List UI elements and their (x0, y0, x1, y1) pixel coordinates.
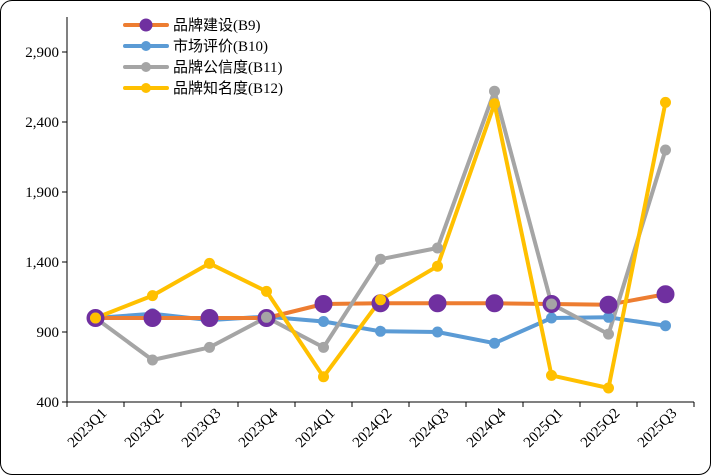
data-point (375, 253, 386, 265)
data-point (318, 341, 329, 353)
y-tick-label: 1,400 (25, 255, 59, 271)
x-tick-label: 2023Q3 (179, 406, 224, 451)
data-point (432, 242, 443, 254)
x-tick-label: 2024Q4 (464, 405, 510, 451)
data-point (489, 337, 500, 349)
legend-label: 品牌公信度(B11) (173, 59, 282, 76)
y-tick-label: 900 (37, 325, 60, 341)
data-point (200, 309, 219, 327)
data-point (204, 257, 215, 269)
data-point (489, 85, 500, 97)
legend-label: 市场评价(B10) (173, 38, 268, 55)
data-point (90, 312, 101, 324)
y-tick-label: 400 (37, 395, 60, 411)
series-line-3 (93, 100, 668, 390)
x-tick-label: 2023Q1 (65, 406, 110, 451)
x-tick-label: 2025Q1 (521, 406, 566, 451)
data-point (318, 316, 329, 327)
legend-marker (141, 41, 151, 51)
data-point (428, 294, 447, 313)
data-point (660, 320, 671, 332)
legend: 品牌建设(B9) 市场评价(B10) 品牌公信度(B11) 品牌知名度(B12) (123, 17, 283, 97)
data-point (489, 98, 500, 110)
data-point (546, 298, 557, 310)
data-point (599, 295, 618, 314)
legend-marker (139, 18, 153, 32)
series-markers (86, 85, 675, 394)
data-point (660, 96, 671, 108)
data-point (204, 341, 215, 353)
data-point (432, 260, 443, 272)
data-point (314, 295, 333, 313)
y-tick-label: 1,900 (25, 185, 59, 201)
legend-marker (141, 83, 151, 93)
data-point (603, 311, 614, 323)
legend-label: 品牌知名度(B12) (173, 80, 283, 97)
data-point (603, 382, 614, 394)
data-point (375, 294, 386, 306)
y-tick-label: 2,900 (25, 45, 59, 61)
x-tick-label: 2024Q1 (293, 406, 338, 451)
data-point (375, 325, 386, 337)
x-tick-label: 2023Q4 (236, 405, 282, 451)
y-tick-label: 2,400 (25, 115, 59, 131)
data-point (261, 311, 272, 323)
data-point (147, 290, 158, 302)
data-point (147, 354, 158, 366)
data-point (143, 309, 162, 327)
x-tick-label: 2025Q2 (578, 406, 623, 451)
x-tick-label: 2023Q2 (122, 406, 167, 451)
data-point (261, 285, 272, 297)
x-tick-label: 2024Q2 (350, 406, 395, 451)
data-point (546, 369, 557, 381)
data-point (603, 328, 614, 340)
data-point (485, 294, 504, 313)
data-point (656, 285, 675, 304)
legend-label: 品牌建设(B9) (173, 17, 261, 34)
x-tick-label: 2024Q3 (407, 406, 452, 451)
data-point (546, 312, 557, 324)
x-tick-label: 2025Q3 (635, 406, 680, 451)
data-point (432, 326, 443, 338)
data-point (318, 371, 329, 383)
data-point (660, 144, 671, 156)
legend-marker (141, 62, 151, 72)
series-lines (93, 89, 668, 390)
